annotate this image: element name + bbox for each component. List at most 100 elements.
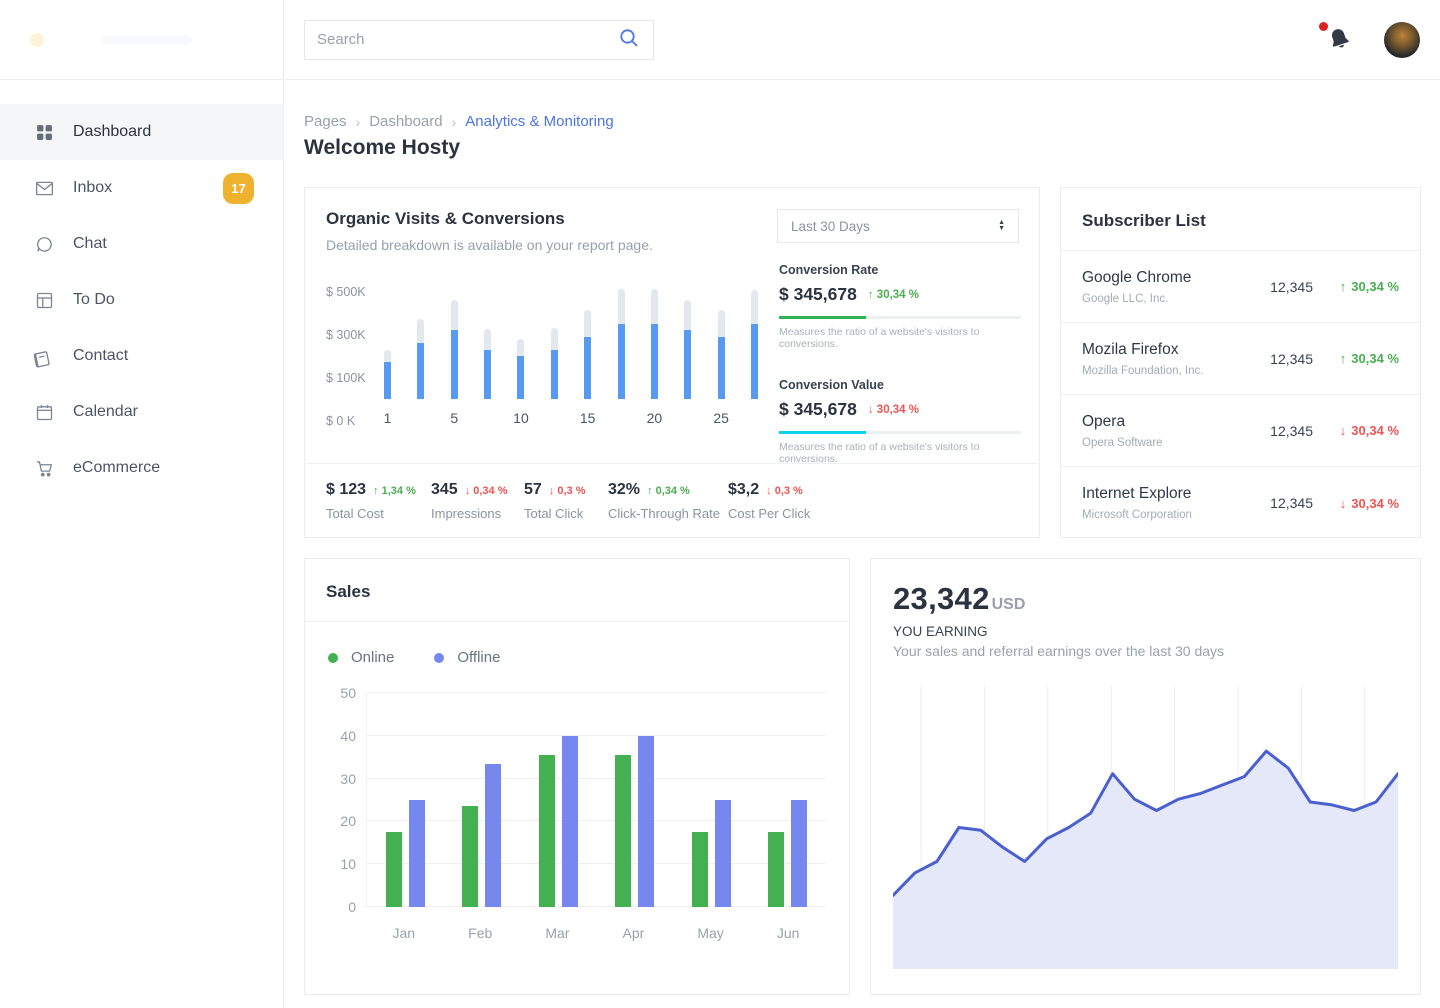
topbar [285,0,1440,80]
bar [684,284,692,399]
bar [550,284,558,399]
subscriber-count: 12,345 [1270,278,1313,295]
legend-online[interactable]: Online [328,649,394,666]
subscriber-row-google-chrome[interactable]: Google Chrome Google LLC, Inc. 12,345 ↑ 30,3… [1061,251,1420,323]
x-tick-label: 1 [383,410,392,426]
trend-up-icon: ↑ [867,288,874,301]
sales-y-axis: 0 10 20 30 40 50 [326,685,356,915]
subscriber-count: 12,345 [1270,495,1313,511]
x-tick-label: 20 [646,410,663,426]
search-icon [617,26,641,53]
chat-icon [33,233,55,255]
bar-group-jun [768,693,808,907]
metric-caption: Measures the ratio of a website's visito… [779,441,980,465]
notification-dot [1319,21,1328,31]
stat-label: Total Click [524,506,584,521]
subscriber-delta: ↑ 30,34 % [1339,279,1399,294]
logo-mark-icon [30,32,44,47]
date-range-select[interactable]: Last 30 Days ▲ ▼ [777,209,1019,243]
mail-icon [33,177,55,199]
stat-label: Cost Per Click [728,506,811,521]
bar [750,284,758,399]
bar [538,755,555,907]
sidebar-item-label: Chat [73,235,107,252]
sales-legend: Online Offline [328,649,500,666]
bar-group-may [691,693,731,907]
x-tick-label: 5 [450,410,459,426]
sales-card: Sales Online Offline 0 10 20 30 40 50 Jan Feb Ma… [304,558,850,995]
sidebar-item-inbox[interactable]: Inbox 17 [0,160,283,216]
subscriber-name: Google Chrome [1082,268,1192,286]
stat-label: Total Cost [326,506,384,521]
x-tick-label: Jun [776,925,800,941]
sidebar-item-calendar[interactable]: Calendar [0,384,283,440]
bell-icon [1326,28,1353,57]
bar [417,284,425,399]
earnings-label: YOU EARNING [893,624,988,639]
breadcrumb-item-dashboard[interactable]: Dashboard [369,113,443,130]
y-tick-label: 0 [348,899,356,915]
logo[interactable] [0,0,283,80]
legend-offline[interactable]: Offline [434,649,500,666]
cart-icon [33,457,55,479]
sidebar-item-ecommerce[interactable]: eCommerce [0,440,283,496]
earnings-amount: 23,342 [893,581,990,616]
earnings-chart [891,686,1400,969]
sidebar-item-contact[interactable]: Contact [0,328,283,384]
sidebar-item-chat[interactable]: Chat [0,216,283,272]
subscriber-company: Google LLC, Inc. [1082,292,1169,305]
bar [791,800,808,907]
stat-value: 345 [431,481,458,498]
subscriber-company: Microsoft Corporation [1082,509,1192,521]
chevron-right-icon: › [451,113,457,130]
bar [584,284,592,399]
sidebar-item-dashboard[interactable]: Dashboard [0,104,283,160]
subscriber-row-internet-explore[interactable]: Internet Explore Microsoft Corporation 12,… [1061,467,1420,539]
organic-card-subtitle: Detailed breakdown is available on your … [326,237,653,253]
stat-delta: ↓ 0,3 % [548,485,586,497]
sales-bars [367,693,826,907]
sidebar-item-to-do[interactable]: To Do [0,272,283,328]
avatar[interactable] [1384,21,1420,58]
subscriber-row-opera[interactable]: Opera Opera Software 12,345 ↓ 30,34 % [1061,395,1420,467]
x-tick-label: Jan [392,925,416,941]
x-tick-label: May [697,925,724,941]
metric-progress [779,431,1021,434]
sidebar: Dashboard Inbox 17 Chat To Do Contact Calendar… [0,0,284,1008]
stat-delta: ↓ 0,3 % [766,485,803,497]
stat-value: 57 [524,481,542,498]
organic-y-axis: $ 500K $ 300K $ 100K $ 0 K [326,284,372,428]
stat-total-cost: $ 123 ↑ 1,34 % Total Cost [326,481,416,521]
metric-value: $ 345,678 [779,399,857,419]
legend-dot-icon [328,652,338,663]
x-tick-label: Feb [468,925,493,941]
bar [638,735,655,907]
y-tick-label: $ 0 K [326,414,356,428]
breadcrumb-item-pages[interactable]: Pages [304,113,347,130]
x-tick-label: Apr [622,925,645,941]
breadcrumb-item-analytics-monitoring[interactable]: Analytics & Monitoring [465,113,614,130]
main-content: Pages › Dashboard › Analytics & Monitoring W… [285,80,1440,1008]
stat-cost-per-click: $3,2 ↓ 0,3 % Cost Per Click [728,481,810,521]
subscriber-list-title: Subscriber List [1061,188,1420,251]
search-input[interactable] [317,31,615,48]
trend-up-icon: ↑ [373,485,379,497]
sales-x-axis: Jan Feb Mar Apr May Jun [366,919,826,941]
notifications-button[interactable] [1319,21,1354,57]
trend-down-icon: ↓ [867,403,874,416]
calendar-icon [33,401,55,423]
subscriber-delta: ↓ 30,34 % [1339,423,1399,438]
x-tick-label: 15 [579,410,596,426]
metric-value: $ 345,678 [779,284,857,304]
organic-x-axis: 1 5 10 15 20 25 [384,408,758,426]
subscriber-company: Opera Software [1082,436,1163,449]
search-button[interactable] [615,24,643,55]
stat-total-click: 57 ↓ 0,3 % Total Click [524,481,585,521]
earnings-currency: USD [991,596,1026,613]
organic-stats-row: $ 123 ↑ 1,34 % Total Cost 345 ↓ 0,34 % Impres… [305,481,1039,531]
inbox-badge: 17 [223,173,254,204]
breadcrumb: Pages › Dashboard › Analytics & Monitoring [304,113,614,130]
subscriber-count: 12,345 [1270,422,1313,439]
stat-label: Impressions [431,506,502,521]
subscriber-row-mozila-firefox[interactable]: Mozila Firefox Mozilla Foundation, Inc. 12… [1061,323,1420,395]
